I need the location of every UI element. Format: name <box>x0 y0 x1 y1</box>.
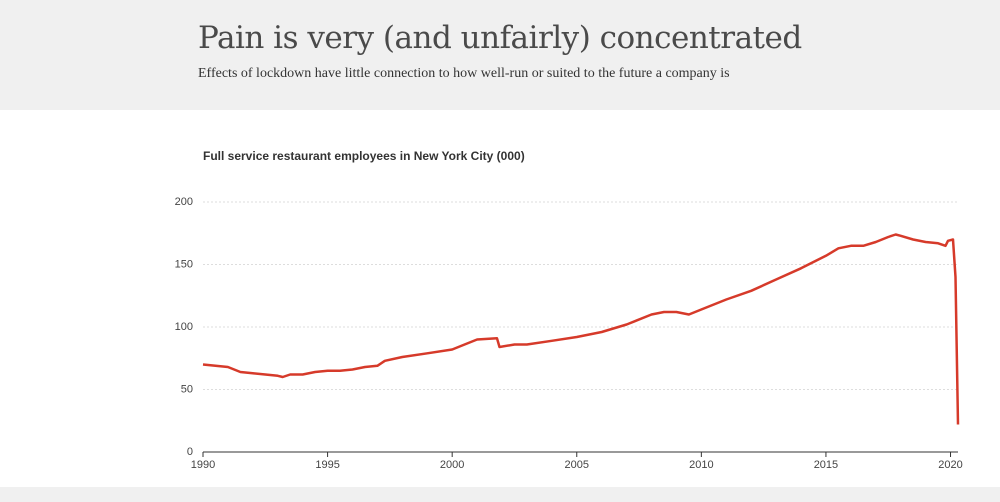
footer-band <box>0 487 1000 502</box>
header-band <box>0 0 1000 110</box>
y-tick-label: 100 <box>175 321 193 333</box>
x-tick-label: 2000 <box>440 459 464 471</box>
data-line <box>202 233 960 425</box>
page-title: Pain is very (and unfairly) concentrated <box>198 20 802 56</box>
x-tick-label: 2010 <box>689 459 713 471</box>
y-tick-label: 50 <box>181 383 193 395</box>
page-subtitle: Effects of lockdown have little connecti… <box>198 66 730 81</box>
x-tick-label: 2020 <box>938 459 962 471</box>
x-tick-label: 1995 <box>315 459 339 471</box>
y-tick-label: 150 <box>175 258 193 270</box>
chart-title: Full service restaurant employees in New… <box>203 149 525 163</box>
y-tick-label: 200 <box>175 196 193 208</box>
y-tick-label: 0 <box>187 446 193 458</box>
x-tick-label: 2015 <box>814 459 838 471</box>
x-tick-label: 1990 <box>191 459 215 471</box>
chart: Full service restaurant employees in New… <box>175 149 963 471</box>
x-tick-label: 2005 <box>565 459 589 471</box>
